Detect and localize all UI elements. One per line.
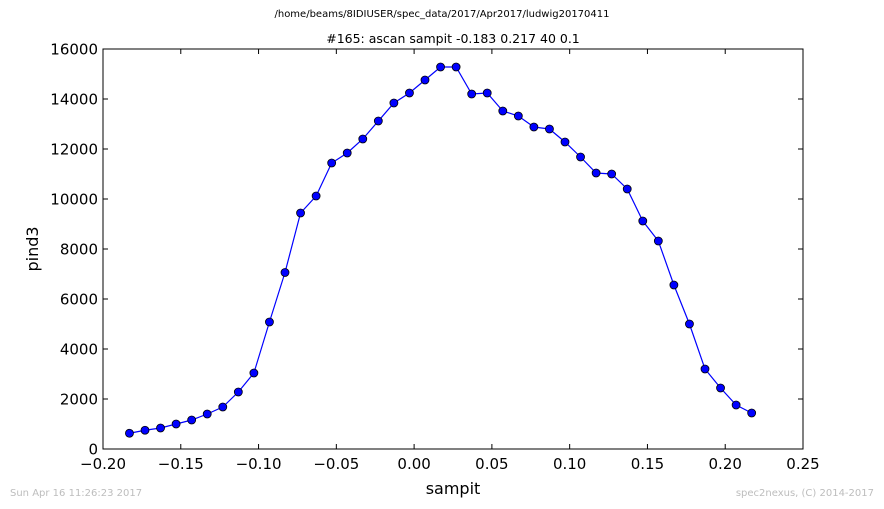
data-point [607,169,617,179]
x-tick-label: 0.25 [786,455,819,473]
data-point [451,62,461,72]
data-point [265,317,274,327]
data-point [140,425,150,435]
x-tick-label: 0.05 [475,455,508,473]
data-point [156,423,165,433]
data-point [249,368,259,378]
credit-footer: spec2nexus, (C) 2014-2017 [735,488,874,499]
data-point [700,364,710,374]
x-tick-label: 0.15 [631,455,664,473]
x-axis: −0.20 −0.15 −0.10 −0.05 0.00 0.05 0.10 0.15 0.20… [80,49,820,473]
data-point [311,191,321,201]
y-tick-label: 16000 [50,41,98,59]
data-point [747,408,757,418]
y-tick-label: 10000 [50,191,98,209]
data-point [420,75,430,85]
x-tick-label: −0.15 [158,455,204,473]
timestamp-footer: Sun Apr 16 11:26:23 2017 [10,488,143,499]
data-point [467,89,477,99]
x-tick-label: 0.20 [709,455,742,473]
data-point [405,88,414,98]
data-point [669,280,679,290]
file-path-caption: /home/beams/8IDIUSER/spec_data/2017/Apr2… [274,9,610,20]
y-axis: 0 2000 4000 6000 8000 10000 12000 14000 16000 [50,41,803,459]
data-point [280,268,290,277]
data-point [498,106,508,116]
data-point [125,428,134,438]
data-point [358,134,368,144]
data-point [436,62,445,72]
y-tick-label: 4000 [60,341,98,359]
data-point [529,122,539,132]
data-point [482,88,492,98]
data-point [233,387,243,397]
y-tick-label: 8000 [60,241,98,259]
data-point [731,400,741,410]
x-tick-label: −0.20 [80,455,126,473]
data-point [576,152,585,162]
x-tick-label: 0.00 [397,455,430,473]
data-point [171,419,181,429]
data-point [622,184,632,194]
data-point [327,158,337,168]
series-line [129,66,752,434]
data-point [296,208,305,218]
data-point [389,98,399,108]
y-tick-label: 0 [88,441,98,459]
data-point [373,116,383,126]
data-point [218,402,228,412]
data-point [685,319,694,329]
data-point [342,148,352,158]
data-point [187,415,197,425]
data-point [591,168,601,178]
plot-frame [102,48,804,450]
y-tick-label: 6000 [60,291,98,309]
data-point [202,409,212,419]
x-tick-label: −0.10 [236,455,282,473]
data-point [653,236,663,246]
x-tick-label: −0.05 [313,455,359,473]
x-axis-label: sampit [426,479,481,498]
y-tick-label: 2000 [60,391,98,409]
chart-title: #165: ascan sampit -0.183 0.217 40 0.1 [326,31,580,46]
data-point [513,111,523,121]
data-point [638,216,648,226]
plot-area [125,62,757,438]
data-point [545,124,554,134]
x-tick-label: 0.10 [553,455,586,473]
y-tick-label: 14000 [50,91,98,109]
y-tick-label: 12000 [50,141,98,159]
y-axis-label: pind3 [23,226,42,271]
data-point [716,383,725,393]
data-point [560,137,570,147]
